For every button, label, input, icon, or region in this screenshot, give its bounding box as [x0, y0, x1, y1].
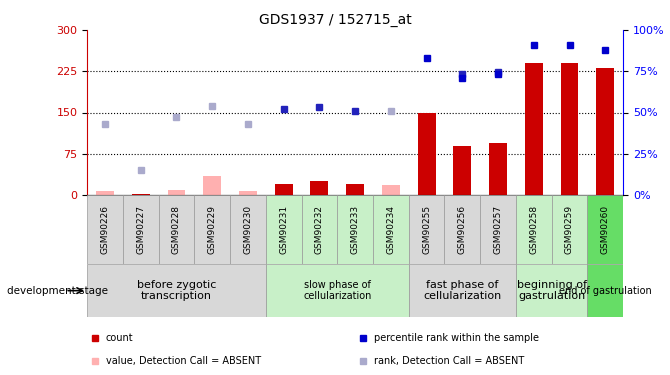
Bar: [266, 264, 409, 317]
Text: GSM90234: GSM90234: [387, 205, 395, 254]
Text: GSM90229: GSM90229: [208, 205, 216, 254]
Bar: [159, 195, 194, 264]
Bar: [417, 112, 436, 195]
Bar: [373, 195, 409, 264]
Text: value, Detection Call = ABSENT: value, Detection Call = ABSENT: [106, 356, 261, 366]
Text: GSM90232: GSM90232: [315, 205, 324, 254]
Text: beginning of
gastrulation: beginning of gastrulation: [517, 280, 587, 302]
Text: GSM90259: GSM90259: [565, 205, 574, 254]
Bar: [409, 264, 516, 317]
Bar: [132, 194, 149, 195]
Bar: [516, 195, 551, 264]
Bar: [302, 195, 337, 264]
Bar: [480, 195, 516, 264]
Text: development stage: development stage: [7, 286, 108, 296]
Bar: [203, 176, 221, 195]
Bar: [96, 190, 114, 195]
Text: GSM90256: GSM90256: [458, 205, 467, 254]
Text: fast phase of
cellularization: fast phase of cellularization: [423, 280, 501, 302]
Text: count: count: [106, 333, 133, 343]
Text: slow phase of
cellularization: slow phase of cellularization: [303, 280, 371, 302]
Text: rank, Detection Call = ABSENT: rank, Detection Call = ABSENT: [374, 356, 524, 366]
Bar: [596, 69, 614, 195]
Text: GSM90257: GSM90257: [494, 205, 502, 254]
Text: GSM90231: GSM90231: [279, 205, 288, 254]
Bar: [525, 63, 543, 195]
Bar: [382, 185, 400, 195]
Bar: [168, 189, 186, 195]
Bar: [123, 195, 159, 264]
Bar: [409, 195, 444, 264]
Bar: [516, 264, 588, 317]
Text: GSM90228: GSM90228: [172, 205, 181, 254]
Bar: [588, 264, 623, 317]
Bar: [239, 190, 257, 195]
Bar: [561, 63, 578, 195]
Bar: [266, 195, 302, 264]
Bar: [87, 195, 123, 264]
Text: GSM90233: GSM90233: [350, 205, 360, 254]
Text: percentile rank within the sample: percentile rank within the sample: [374, 333, 539, 343]
Bar: [230, 195, 266, 264]
Text: GSM90258: GSM90258: [529, 205, 538, 254]
Bar: [194, 195, 230, 264]
Text: GSM90260: GSM90260: [601, 205, 610, 254]
Bar: [588, 195, 623, 264]
Bar: [275, 184, 293, 195]
Bar: [489, 143, 507, 195]
Bar: [551, 195, 588, 264]
Bar: [310, 181, 328, 195]
Bar: [346, 184, 364, 195]
Bar: [87, 264, 266, 317]
Text: end of gastrulation: end of gastrulation: [559, 286, 652, 296]
Text: GSM90230: GSM90230: [243, 205, 253, 254]
Text: GSM90255: GSM90255: [422, 205, 431, 254]
Bar: [337, 195, 373, 264]
Bar: [444, 195, 480, 264]
Text: GDS1937 / 152715_at: GDS1937 / 152715_at: [259, 13, 411, 27]
Text: GSM90226: GSM90226: [100, 205, 109, 254]
Text: GSM90227: GSM90227: [136, 205, 145, 254]
Bar: [454, 146, 471, 195]
Text: before zygotic
transcription: before zygotic transcription: [137, 280, 216, 302]
